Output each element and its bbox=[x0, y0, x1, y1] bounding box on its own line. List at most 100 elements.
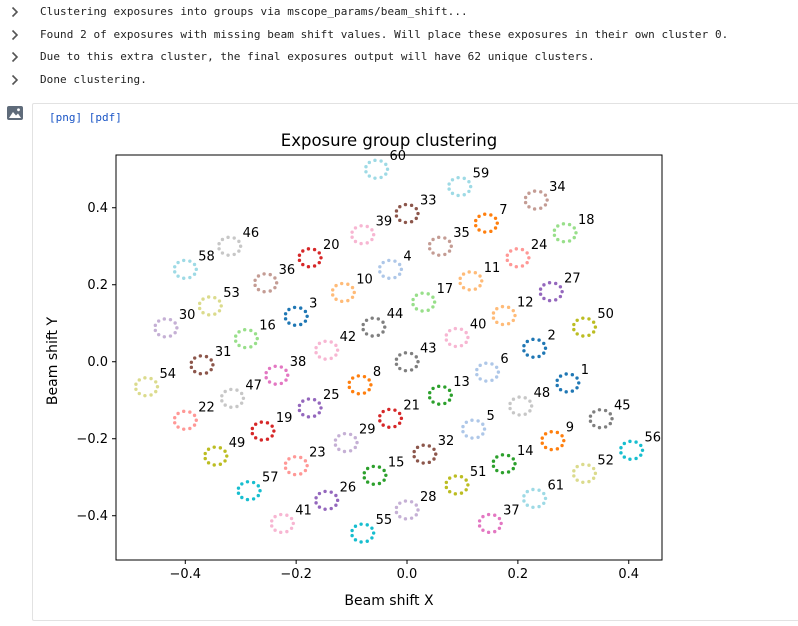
cluster-point bbox=[398, 515, 402, 519]
cluster-point bbox=[143, 393, 147, 398]
cluster-point bbox=[279, 365, 284, 369]
cluster-point bbox=[314, 496, 318, 500]
cluster-point bbox=[554, 281, 558, 286]
cluster-point bbox=[262, 290, 266, 294]
cluster-point bbox=[495, 307, 499, 311]
cluster-label: 12 bbox=[517, 296, 534, 311]
cluster-point bbox=[394, 214, 399, 218]
cluster-point bbox=[226, 235, 230, 240]
cluster-point bbox=[523, 396, 527, 400]
cluster-point bbox=[359, 224, 363, 228]
cluster-point bbox=[270, 524, 274, 528]
cluster-8: 8 bbox=[347, 365, 381, 396]
y-tick-label: −0.2 bbox=[76, 432, 108, 447]
cluster-point bbox=[415, 459, 420, 463]
cluster-point bbox=[371, 482, 375, 486]
cluster-point bbox=[403, 202, 408, 207]
cluster-point bbox=[234, 339, 238, 343]
cluster-point bbox=[608, 412, 612, 416]
chevron-right-icon[interactable] bbox=[9, 51, 21, 63]
png-link[interactable]: [png] bbox=[49, 111, 83, 124]
cluster-point bbox=[421, 443, 425, 447]
chevron-right-icon[interactable] bbox=[9, 6, 21, 18]
cluster-point bbox=[323, 489, 327, 494]
cluster-point bbox=[427, 444, 432, 448]
cluster-label: 50 bbox=[597, 307, 614, 322]
cluster-point bbox=[448, 328, 452, 333]
cluster-point bbox=[581, 316, 585, 320]
cluster-point bbox=[464, 434, 469, 438]
cluster-point bbox=[448, 490, 452, 494]
cluster-point bbox=[520, 247, 525, 252]
cluster-3: 3 bbox=[283, 296, 317, 327]
cluster-point bbox=[420, 291, 424, 295]
cluster-point bbox=[292, 455, 297, 459]
cluster-point bbox=[255, 336, 259, 341]
cluster-point bbox=[350, 285, 355, 290]
cluster-point bbox=[306, 264, 311, 269]
chevron-right-icon[interactable] bbox=[9, 74, 21, 86]
cluster-label: 45 bbox=[614, 399, 631, 414]
cluster-point bbox=[256, 287, 261, 292]
cluster-point bbox=[323, 357, 327, 361]
cluster-point bbox=[287, 470, 291, 475]
cluster-point bbox=[459, 327, 464, 331]
cluster-point bbox=[591, 476, 596, 480]
cluster-point bbox=[486, 512, 491, 517]
cluster-point bbox=[478, 274, 482, 278]
cluster-point bbox=[555, 447, 560, 451]
cluster-61: 61 bbox=[522, 478, 564, 510]
cluster-point bbox=[220, 251, 225, 255]
cluster-point bbox=[473, 271, 478, 275]
cluster-point bbox=[370, 316, 374, 320]
cluster-point bbox=[173, 270, 177, 274]
cluster-point bbox=[483, 212, 487, 216]
cluster-point bbox=[443, 252, 447, 257]
image-icon[interactable] bbox=[7, 106, 23, 120]
cluster-point bbox=[537, 338, 541, 342]
cluster-point bbox=[353, 436, 357, 440]
cluster-point bbox=[356, 392, 361, 396]
cluster-point bbox=[340, 281, 344, 286]
cluster-point bbox=[292, 472, 297, 477]
cluster-point bbox=[549, 430, 553, 434]
cluster-point bbox=[223, 389, 227, 394]
cluster-point bbox=[168, 334, 173, 338]
cluster-34: 34 bbox=[523, 180, 566, 211]
cluster-point bbox=[437, 402, 441, 406]
chevron-right-icon[interactable] bbox=[9, 29, 21, 41]
cluster-point bbox=[239, 401, 244, 405]
log-line-text: Due to this extra cluster, the final exp… bbox=[40, 50, 595, 63]
cluster-label: 34 bbox=[549, 180, 566, 195]
pdf-link[interactable]: [pdf] bbox=[88, 111, 122, 124]
cluster-point bbox=[428, 242, 432, 246]
cluster-point bbox=[329, 490, 333, 494]
cluster-point bbox=[305, 314, 309, 319]
cluster-point bbox=[447, 249, 452, 253]
cluster-point bbox=[237, 239, 241, 244]
log-output: Clustering exposures into groups via msc… bbox=[0, 2, 798, 92]
cluster-label: 51 bbox=[470, 465, 487, 480]
cluster-point bbox=[450, 191, 455, 196]
cluster-point bbox=[506, 453, 511, 458]
cluster-point bbox=[489, 229, 493, 234]
cluster-point bbox=[217, 309, 222, 313]
cluster-label: 49 bbox=[229, 436, 246, 451]
cluster-label: 5 bbox=[487, 409, 495, 424]
cluster-point bbox=[350, 389, 355, 394]
cluster-label: 22 bbox=[198, 400, 215, 415]
cluster-point bbox=[268, 289, 272, 293]
cluster-point bbox=[384, 162, 388, 167]
cluster-point bbox=[639, 443, 643, 448]
cluster-point bbox=[409, 351, 414, 356]
cluster-point bbox=[560, 443, 564, 448]
cluster-point bbox=[312, 398, 317, 402]
cluster-label: 36 bbox=[279, 263, 296, 278]
cluster-point bbox=[639, 453, 643, 457]
cluster-point bbox=[525, 260, 529, 265]
cluster-point bbox=[414, 206, 418, 211]
cluster-point bbox=[213, 312, 217, 316]
cluster-point bbox=[297, 408, 302, 413]
cluster-point bbox=[490, 362, 494, 366]
cluster-28: 28 bbox=[394, 490, 437, 521]
